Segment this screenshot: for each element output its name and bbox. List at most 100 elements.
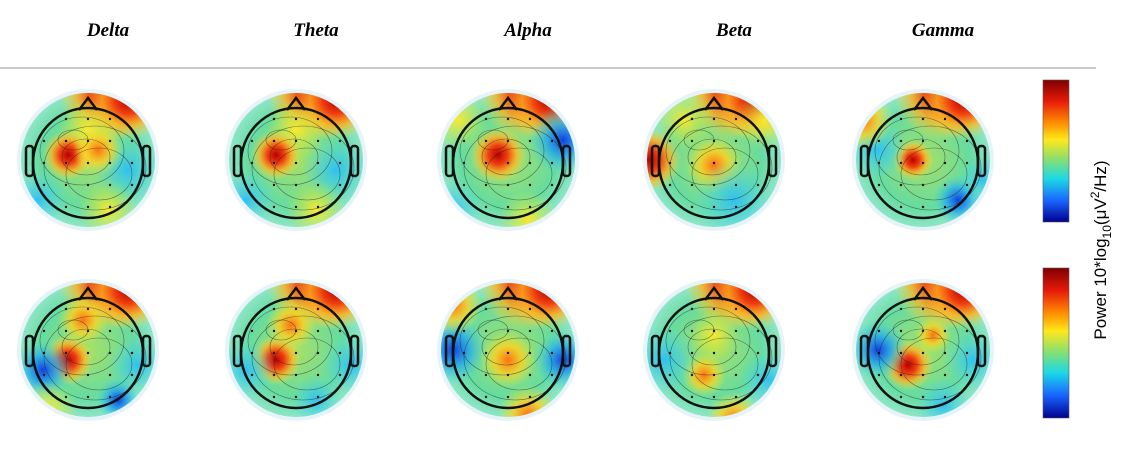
band-title: Gamma — [912, 20, 975, 41]
electrode — [965, 373, 969, 377]
electrode — [690, 117, 694, 121]
power-blob — [228, 340, 276, 400]
electrode — [712, 373, 716, 377]
electrode — [64, 395, 68, 399]
electrode — [943, 139, 947, 143]
electrode — [550, 329, 554, 333]
electrode — [921, 117, 925, 121]
contour — [65, 147, 133, 201]
power-blob — [440, 180, 483, 228]
map-rim — [17, 89, 159, 231]
contour — [39, 116, 125, 186]
electrode — [484, 307, 488, 311]
electrode — [64, 205, 68, 209]
electrode — [550, 351, 554, 355]
electrode — [250, 373, 254, 377]
contour — [691, 147, 759, 201]
electrode — [921, 205, 925, 209]
contour — [481, 138, 531, 176]
electrode — [528, 205, 532, 209]
map-rim — [437, 279, 579, 421]
electrode — [108, 183, 112, 187]
electrode — [712, 329, 716, 333]
map-rim — [225, 89, 367, 231]
electrode — [294, 329, 298, 333]
electrode — [338, 161, 342, 165]
electrode — [42, 373, 46, 377]
electrode — [272, 373, 276, 377]
electrode — [294, 373, 298, 377]
electrode — [712, 161, 716, 165]
ear — [349, 334, 360, 368]
ear — [561, 334, 572, 368]
electrode — [130, 351, 134, 355]
electrode — [943, 205, 947, 209]
contour — [485, 147, 553, 201]
electrode — [272, 205, 276, 209]
contour — [251, 315, 355, 401]
contour — [691, 337, 759, 391]
ear — [349, 144, 360, 178]
electrode — [294, 117, 298, 121]
nose — [286, 285, 306, 301]
electrode — [42, 329, 46, 333]
electrode — [921, 329, 925, 333]
electrode — [108, 329, 112, 333]
electrode — [965, 161, 969, 165]
power-blob — [286, 180, 346, 228]
electrode — [42, 161, 46, 165]
electrode — [528, 373, 532, 377]
electrode — [756, 139, 760, 143]
electrode — [484, 329, 488, 333]
electrode — [130, 161, 134, 165]
nose — [286, 95, 306, 111]
electrode — [899, 161, 903, 165]
ear — [976, 334, 987, 368]
ear — [444, 144, 455, 178]
electrode — [734, 205, 738, 209]
ear — [561, 144, 572, 178]
ear — [232, 334, 243, 368]
electrode — [877, 373, 881, 377]
electrode — [42, 139, 46, 143]
electrode — [528, 395, 532, 399]
contour — [39, 306, 125, 376]
electrode — [506, 307, 510, 311]
electrode — [294, 139, 298, 143]
electrode — [965, 183, 969, 187]
electrode — [965, 139, 969, 143]
electrode — [130, 139, 134, 143]
electrode — [130, 329, 134, 333]
ear — [767, 334, 778, 368]
electrode — [690, 161, 694, 165]
electrode — [528, 183, 532, 187]
electrode — [338, 351, 342, 355]
electrode — [690, 395, 694, 399]
electrode — [294, 395, 298, 399]
electrode — [250, 329, 254, 333]
electrode — [550, 183, 554, 187]
electrode — [272, 395, 276, 399]
electrode — [272, 183, 276, 187]
electrode — [484, 373, 488, 377]
map-rim — [643, 279, 785, 421]
electrode — [690, 205, 694, 209]
electrode — [877, 329, 881, 333]
electrode — [64, 329, 68, 333]
electrode — [734, 307, 738, 311]
nose — [78, 95, 98, 111]
electrode — [756, 351, 760, 355]
power-blob — [73, 125, 123, 175]
electrode — [877, 139, 881, 143]
electrode — [462, 373, 466, 377]
nose — [704, 285, 724, 301]
electrode — [484, 395, 488, 399]
power-blob — [440, 282, 483, 335]
electrode — [943, 373, 947, 377]
electrode — [899, 351, 903, 355]
electrode — [690, 329, 694, 333]
power-blob — [689, 310, 739, 360]
contour — [665, 306, 751, 376]
electrode — [86, 351, 90, 355]
band-title: Beta — [715, 20, 752, 41]
